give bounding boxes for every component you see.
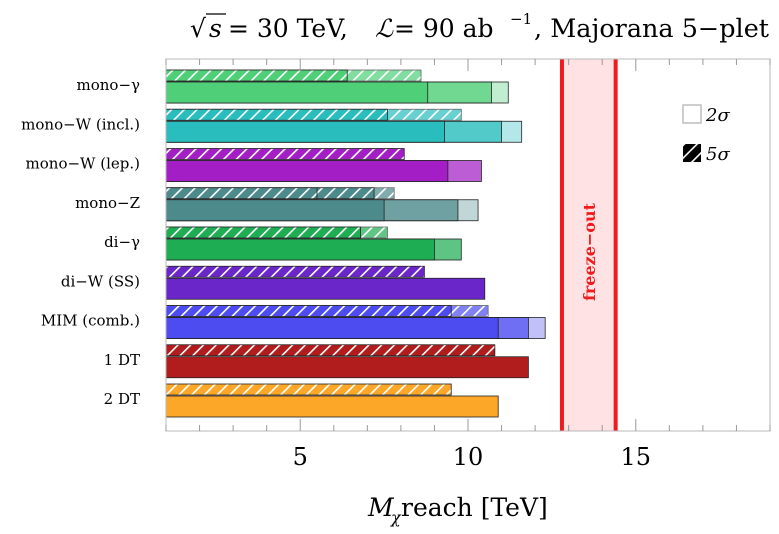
bar-2sigma-segment <box>165 277 486 300</box>
bar-5sigma-segment <box>165 383 452 396</box>
bar-5sigma-segment <box>165 226 362 239</box>
x-tick-label: 10 <box>453 443 484 471</box>
x-tick-label: 5 <box>293 443 308 471</box>
channel-4 <box>165 226 462 261</box>
legend-label-2sigma: 2σ <box>705 105 730 126</box>
bar-5sigma-segment <box>165 305 452 317</box>
legend-label-5sigma: 5σ <box>706 144 730 165</box>
xlabel-symbol: M <box>367 493 395 522</box>
xlabel-subscript: χ <box>390 508 402 527</box>
legend-swatch-solid <box>682 104 702 124</box>
chart-title: √ s = 30 TeV, ℒ = 90 ab −1 , Majorana 5−… <box>190 10 769 43</box>
channel-6 <box>165 305 546 339</box>
x-axis-label: M χ reach [TeV] <box>367 493 548 527</box>
bar-5sigma-segment <box>165 108 388 121</box>
bar-2sigma-segment <box>165 356 529 379</box>
channel-8 <box>165 383 499 418</box>
title-model: , Majorana 5−plet <box>534 14 769 43</box>
title-energy: = 30 TeV, <box>228 14 348 43</box>
freeze-out-band <box>561 59 616 431</box>
legend-swatch-hatched <box>683 144 701 162</box>
channel-label: mono−Z <box>75 194 140 212</box>
channel-label: mono−γ <box>77 76 141 94</box>
title-lumi-value: = 90 ab <box>394 14 494 43</box>
x-tick-label: 15 <box>621 443 652 471</box>
channel-label: mono−W (lep.) <box>26 155 140 173</box>
bar-2sigma-segment <box>165 199 385 222</box>
channel-label: 2 DT <box>104 390 140 408</box>
bar-2sigma-segment <box>165 81 429 104</box>
channel-label: mono−W (incl.) <box>21 115 140 133</box>
bar-2sigma-segment <box>165 317 499 339</box>
title-sqrt-arg: s <box>209 14 222 43</box>
channel-label: MIM (comb.) <box>41 312 140 330</box>
bar-2sigma-segment <box>165 160 449 182</box>
channel-7 <box>165 344 529 379</box>
title-sqrt-symbol: √ <box>190 14 206 43</box>
channel-label: di−γ <box>104 233 140 251</box>
channel-0 <box>165 69 509 104</box>
bar-2sigma-segment <box>165 238 435 261</box>
bar-2sigma-segment <box>165 120 445 143</box>
channel-5 <box>165 265 486 300</box>
channel-label: 1 DT <box>104 351 140 369</box>
bar-5sigma-segment <box>165 69 348 82</box>
bar-5sigma-segment <box>165 265 425 278</box>
xlabel-text: reach [TeV] <box>401 493 548 522</box>
legend: 2σ 5σ <box>682 104 730 165</box>
channel-label: di−W (SS) <box>61 272 140 290</box>
title-lumi-symbol: ℒ <box>375 14 394 43</box>
bar-5sigma-segment <box>165 148 405 160</box>
bar-2sigma-segment <box>165 395 499 418</box>
freeze-out-label: freeze−out <box>580 202 599 301</box>
bar-5sigma-segment <box>165 187 318 200</box>
channel-3 <box>165 187 479 222</box>
title-lumi-exponent: −1 <box>510 10 532 28</box>
bar-5sigma-segment <box>165 344 496 357</box>
